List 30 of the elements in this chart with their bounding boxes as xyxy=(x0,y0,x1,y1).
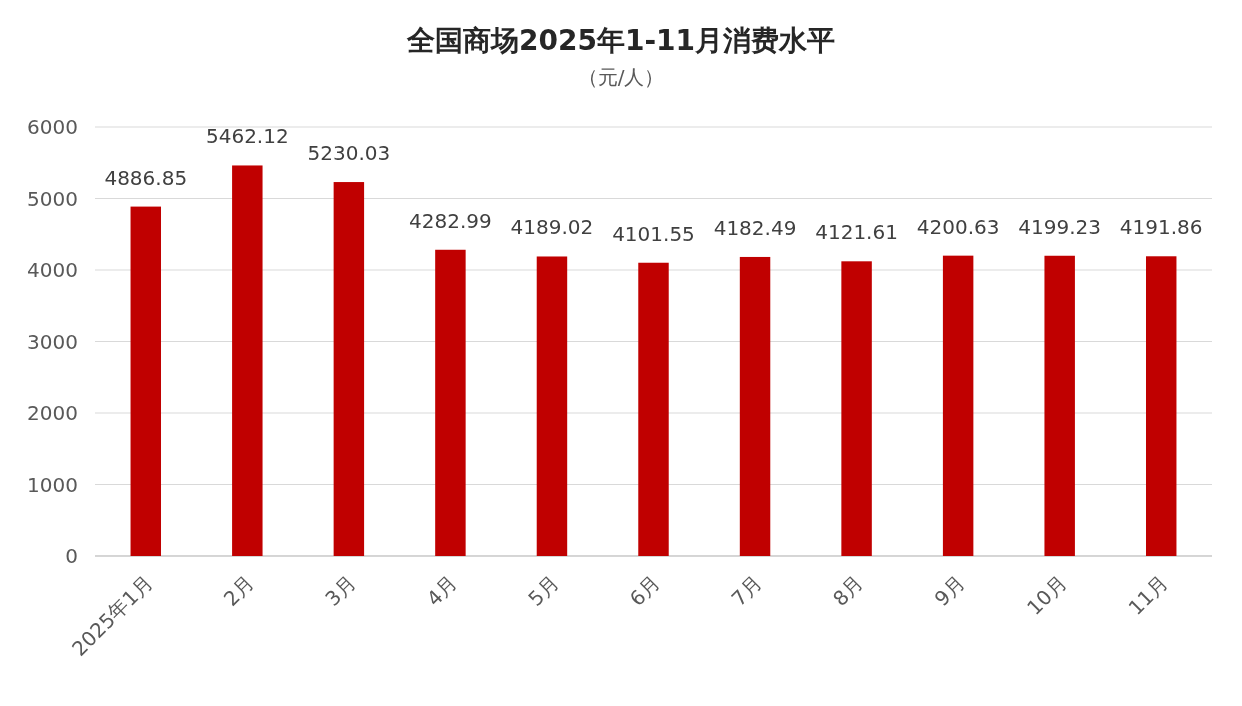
x-tick-label: 4月 xyxy=(421,570,462,611)
y-tick-label: 2000 xyxy=(27,401,78,425)
y-tick-label: 5000 xyxy=(27,186,78,211)
x-tick-label: 8月 xyxy=(828,570,869,611)
chart-title: 全国商场2025年1-11月消费水平 xyxy=(406,24,835,57)
data-label: 4200.63 xyxy=(916,214,1000,239)
data-label: 4886.85 xyxy=(104,165,188,190)
y-tick-label: 4000 xyxy=(27,258,78,282)
x-tick-label: 3月 xyxy=(320,570,361,611)
data-label: 4182.49 xyxy=(713,215,797,240)
x-tick-label: 10月 xyxy=(1022,570,1072,620)
data-label: 5462.12 xyxy=(205,124,289,149)
x-tick-label: 5月 xyxy=(523,570,564,611)
x-tick-label: 6月 xyxy=(624,570,666,611)
x-tick-label: 9月 xyxy=(929,570,970,611)
y-tick-label: 3000 xyxy=(27,329,78,354)
data-label: 4189.02 xyxy=(510,215,594,240)
data-label: 4121.61 xyxy=(815,220,898,245)
y-tick-label: 1000 xyxy=(27,472,78,497)
data-label: 4191.86 xyxy=(1119,215,1203,240)
chart-subtitle: （元/人） xyxy=(577,65,665,89)
y-tick-label: 0 xyxy=(65,544,78,568)
data-label: 5230.03 xyxy=(307,141,391,166)
data-label: 4282.99 xyxy=(409,208,492,233)
data-label: 4101.55 xyxy=(612,221,695,246)
x-tick-label: 11月 xyxy=(1123,570,1173,620)
data-label: 4199.23 xyxy=(1018,214,1102,239)
y-tick-label: 6000 xyxy=(27,115,78,139)
x-tick-label: 7月 xyxy=(726,570,767,611)
x-tick-label: 2月 xyxy=(218,570,259,611)
